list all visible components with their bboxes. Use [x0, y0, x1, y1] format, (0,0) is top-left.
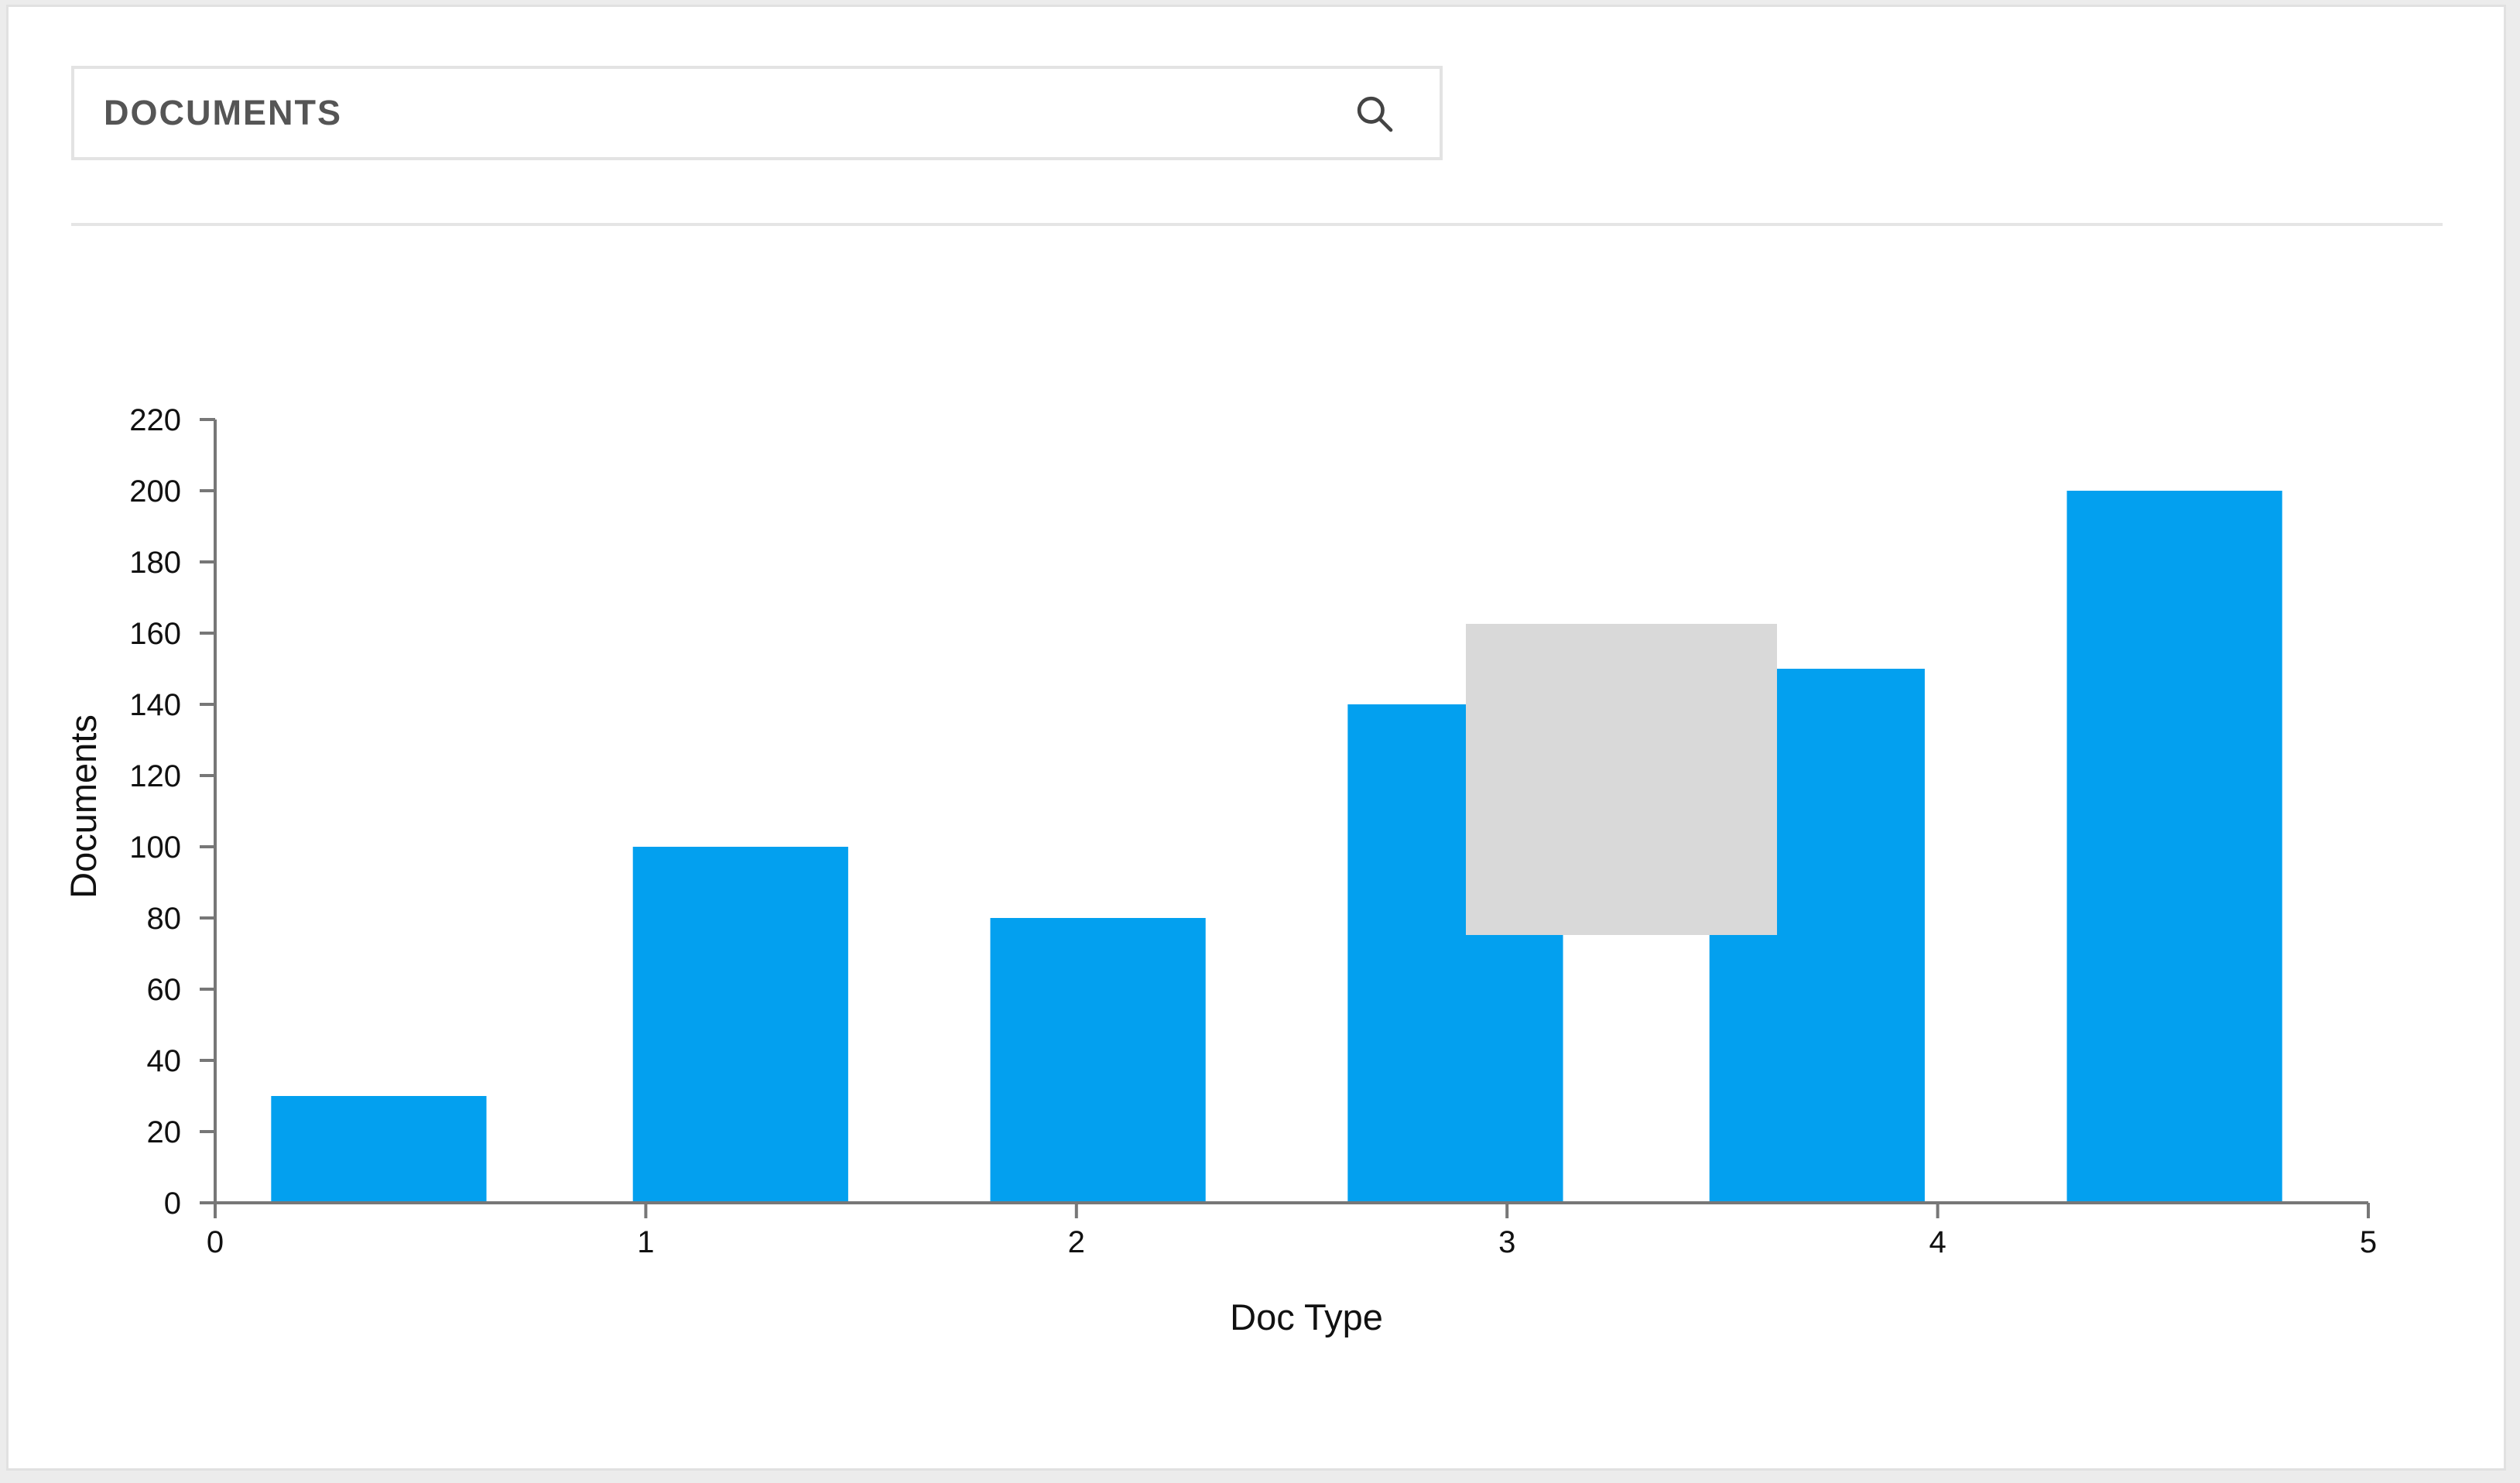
documents-search-box[interactable]: DOCUMENTS — [71, 66, 1443, 160]
x-tick-label-5: 5 — [2360, 1225, 2377, 1259]
bar-2[interactable] — [990, 918, 1206, 1203]
x-axis-label: Doc Type — [1230, 1296, 1383, 1337]
tooltip-placeholder-overlay — [1466, 624, 1777, 935]
x-tick-label-1: 1 — [637, 1225, 654, 1259]
y-tick-label-60: 60 — [147, 973, 182, 1007]
y-tick-label-200: 200 — [129, 474, 181, 509]
search-icon[interactable] — [1353, 92, 1396, 135]
x-tick-label-0: 0 — [207, 1225, 224, 1259]
x-tick-label-3: 3 — [1498, 1225, 1515, 1259]
bars-layer — [271, 491, 2282, 1203]
bar-1[interactable] — [632, 847, 848, 1203]
y-tick-label-40: 40 — [147, 1044, 182, 1078]
y-tick-label-160: 160 — [129, 617, 181, 651]
y-tick-label-0: 0 — [164, 1187, 181, 1221]
bar-0[interactable] — [271, 1096, 487, 1203]
y-tick-label-20: 20 — [147, 1115, 182, 1149]
y-tick-label-140: 140 — [129, 688, 181, 722]
y-tick-label-220: 220 — [129, 403, 181, 437]
bar-5[interactable] — [2066, 491, 2282, 1203]
y-tick-label-120: 120 — [129, 759, 181, 793]
y-tick-label-80: 80 — [147, 902, 182, 936]
y-tick-label-180: 180 — [129, 546, 181, 580]
search-label: DOCUMENTS — [104, 93, 342, 132]
divider — [71, 223, 2443, 226]
y-tick-label-100: 100 — [129, 831, 181, 865]
axes-layer: 0 20 40 60 80 100 120 140 160 180 200 220 0 1 2 3 4 5 — [129, 403, 2377, 1259]
x-tick-label-2: 2 — [1068, 1225, 1085, 1259]
y-axis-label: Documents — [63, 714, 104, 899]
x-tick-label-4: 4 — [1929, 1225, 1946, 1259]
